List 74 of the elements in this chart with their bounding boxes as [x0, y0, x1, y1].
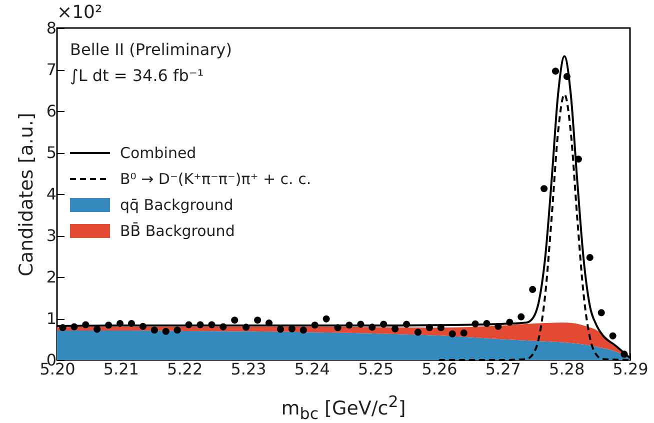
point [586, 254, 594, 262]
legend-label: B⁰ → D⁻(K⁺π⁻π⁻)π⁺ + c. c. [120, 170, 312, 188]
point [483, 320, 490, 328]
x-tick-label: 5.21 [103, 360, 139, 378]
x-tick-label: 5.24 [294, 360, 330, 378]
point [220, 323, 227, 330]
y-tick-label: 4 [46, 184, 56, 204]
y-axis-title: Candidates [a.u.] [15, 112, 38, 276]
point [426, 324, 433, 332]
y-tick-label: 7 [46, 60, 56, 79]
text: ×10² [57, 2, 102, 23]
point [402, 320, 410, 328]
point [254, 316, 262, 324]
legend-label: Combined [120, 144, 196, 162]
point [82, 321, 90, 328]
y-tick-label: 3 [46, 226, 56, 245]
point [322, 315, 330, 322]
x-tick-label: 5.28 [549, 360, 585, 378]
point [574, 156, 582, 163]
point [242, 324, 250, 331]
y-tick-label: 2 [46, 268, 56, 286]
point [346, 322, 353, 329]
legend-label: BB̄ Background [120, 222, 235, 240]
point [300, 326, 307, 334]
annotation: Belle II (Preliminary) [70, 40, 232, 59]
point [460, 329, 468, 337]
point [598, 309, 605, 316]
point [162, 328, 170, 335]
point [620, 350, 628, 358]
point [231, 316, 238, 324]
point [139, 322, 146, 330]
annotation: ∫L dt = 34.6 fb⁻¹ [70, 66, 204, 85]
point [609, 332, 616, 340]
x-tick-label: 5.26 [422, 360, 458, 378]
point [185, 321, 192, 328]
point [563, 73, 571, 80]
point [540, 185, 548, 192]
point [116, 320, 124, 328]
point [265, 320, 273, 327]
point [472, 320, 479, 328]
point [196, 321, 204, 328]
point [380, 320, 388, 328]
y-tick-label: 5 [46, 143, 56, 162]
point [437, 324, 444, 332]
point [105, 322, 112, 329]
point [494, 322, 502, 330]
x-tick-label: 5.25 [358, 360, 394, 378]
point [448, 330, 456, 338]
legend-label: qq̄ Background [120, 196, 234, 214]
x-tick-label: 5.27 [485, 360, 521, 378]
point [529, 286, 536, 293]
point [414, 328, 422, 336]
y-tick-label: 6 [46, 102, 56, 120]
point [311, 322, 318, 329]
point [276, 326, 284, 333]
point [357, 320, 364, 328]
point [174, 326, 181, 334]
x-tick-label: 5.23 [230, 360, 266, 378]
point [368, 324, 376, 331]
point [208, 321, 216, 328]
y-tick-label: 1 [46, 309, 56, 328]
x-tick-label: 5.29 [612, 360, 648, 378]
point [506, 318, 514, 326]
point [150, 326, 158, 334]
point [334, 324, 342, 332]
point [94, 326, 101, 333]
point [518, 313, 525, 320]
point [59, 324, 66, 332]
point [128, 320, 136, 328]
x-tick-label: 5.22 [167, 360, 203, 378]
point [70, 323, 78, 330]
point [552, 68, 560, 75]
x-axis-title: m$_{bc}$ [GeV/c$^{2}$] [280, 392, 407, 423]
y-tick-label: 8 [46, 18, 56, 38]
